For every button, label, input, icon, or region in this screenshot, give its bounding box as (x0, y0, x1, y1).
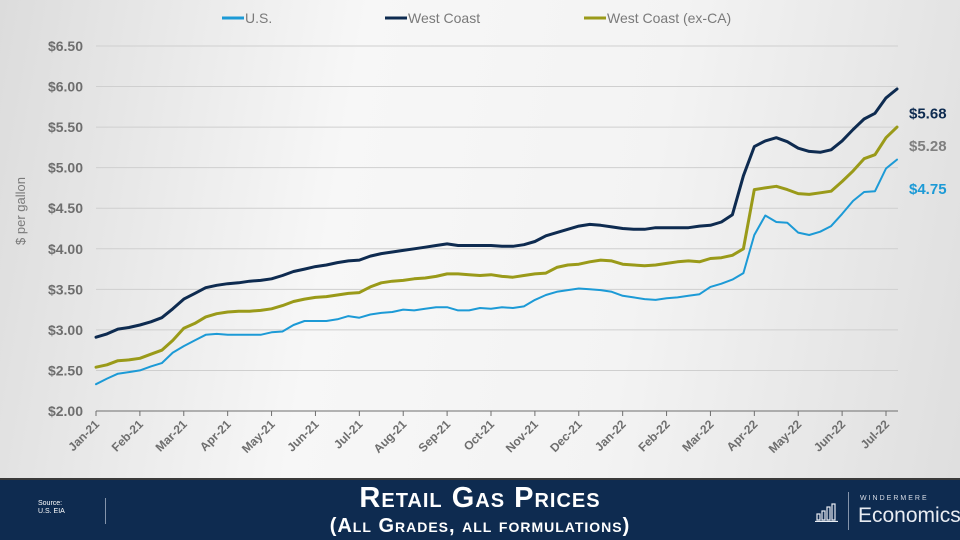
end-value-label: $5.28 (909, 138, 947, 155)
series-line-west-coast (94, 87, 899, 339)
y-tick-label: $2.00 (48, 403, 83, 419)
footer-banner: Source: U.S. EIA Retail Gas Prices (All … (0, 478, 960, 540)
x-tick-label: Oct-21 (461, 417, 498, 454)
brand-name-top: WINDERMERE (860, 495, 929, 502)
divider (105, 498, 106, 524)
legend-label: West Coast (ex-CA) (607, 10, 731, 26)
logo-divider (848, 492, 849, 530)
x-tick-label: Feb-22 (635, 417, 672, 454)
x-tick-label: Apr-22 (724, 417, 761, 454)
source-note: Source: U.S. EIA (38, 500, 65, 516)
y-tick-label: $4.00 (48, 241, 83, 257)
line-chart: $2.00 $2.50 $3.00 $3.50 $4.00 $4.50 $5.00 $5.50… (13, 10, 947, 456)
legend-label: West Coast (408, 10, 480, 26)
y-axis-label: $ per gallon (13, 177, 28, 245)
x-tick-label: Apr-21 (197, 417, 234, 454)
x-tick-label: Feb-21 (109, 417, 146, 454)
page-subtitle: (All Grades, all formulations) (329, 515, 631, 537)
x-tick-label: Mar-22 (679, 417, 716, 454)
x-tick-label: May-22 (766, 417, 805, 456)
x-tick-label: Jul-21 (331, 417, 366, 452)
y-tick-label: $2.50 (48, 362, 83, 378)
x-tick-label: Jan-21 (65, 417, 102, 454)
x-axis: Jan-21 Feb-21 Mar-21 Apr-21 May-21 Jun-21 Jul-… (65, 410, 898, 456)
page-title: Retail Gas Prices (359, 482, 601, 514)
series-line-u-s (95, 158, 898, 386)
y-tick-label: $5.00 (48, 160, 83, 176)
x-tick-label: Jun-21 (284, 417, 321, 454)
x-tick-label: Jun-22 (811, 417, 848, 454)
source-value: U.S. EIA (38, 508, 65, 515)
x-tick-label: Dec-21 (547, 417, 585, 455)
x-tick-label: Jan-22 (592, 417, 629, 454)
series-line-west-coast-ex-ca (94, 125, 899, 369)
x-tick-label: Nov-21 (503, 417, 541, 455)
legend-label: U.S. (245, 10, 272, 26)
x-tick-label: May-21 (239, 417, 278, 456)
gridlines (96, 45, 898, 371)
brand-name-main: Economics (858, 504, 960, 527)
x-tick-label: Jul-22 (858, 417, 893, 452)
y-tick-label: $3.00 (48, 322, 83, 338)
y-axis-ticks: $2.00 $2.50 $3.00 $3.50 $4.00 $4.50 $5.00 $5.50… (48, 38, 83, 419)
end-labels: $5.68 $5.28 $4.75 (909, 106, 947, 198)
end-value-label: $4.75 (909, 181, 947, 198)
y-tick-label: $4.50 (48, 200, 83, 216)
y-tick-label: $6.50 (48, 38, 83, 54)
bar-chart-logo-icon (815, 503, 838, 522)
x-tick-label: Sep-21 (416, 417, 454, 455)
y-tick-label: $5.50 (48, 119, 83, 135)
x-tick-label: Mar-21 (153, 417, 190, 454)
legend: U.S. West Coast West Coast (ex-CA) (222, 10, 731, 26)
x-tick-label: Aug-21 (371, 417, 410, 456)
series-lines (94, 87, 899, 386)
y-tick-label: $3.50 (48, 281, 83, 297)
y-tick-label: $6.00 (48, 79, 83, 95)
source-label: Source: (38, 500, 63, 507)
end-value-label: $5.68 (909, 106, 947, 123)
